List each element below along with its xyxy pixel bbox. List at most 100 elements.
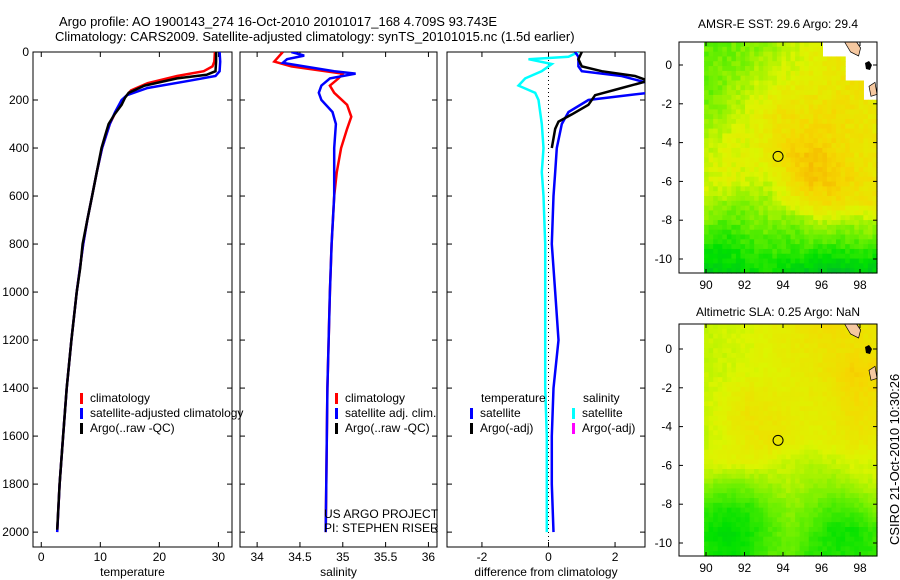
heatmap-cell: [722, 205, 728, 212]
heatmap-cell: [817, 493, 823, 499]
heatmap-cell: [822, 94, 828, 101]
heatmap-cell: [776, 162, 783, 168]
heatmap-cell: [826, 386, 833, 393]
heatmap-cell: [858, 430, 864, 436]
heatmap-cell: [813, 502, 819, 509]
heatmap-cell: [772, 357, 778, 364]
heatmap-cell: [713, 357, 719, 364]
heatmap-cell: [863, 239, 869, 245]
heatmap-cell: [713, 220, 719, 226]
heatmap-cell: [831, 348, 837, 354]
heatmap-cell: [717, 324, 723, 330]
heatmap-cell: [767, 133, 773, 139]
heatmap-cell: [754, 512, 760, 518]
heatmap-cell: [808, 138, 814, 144]
heatmap-cell: [831, 239, 837, 245]
heatmap-cell: [863, 493, 869, 499]
heatmap-cell: [745, 263, 751, 269]
heatmap-cell: [817, 473, 823, 480]
heatmap-cell: [799, 162, 805, 168]
heatmap-cell: [840, 248, 846, 255]
heatmap-cell: [758, 70, 764, 77]
heatmap-cell: [722, 42, 728, 48]
heatmap-cell: [767, 229, 773, 236]
heatmap-cell: [722, 382, 728, 388]
heatmap-cell: [763, 128, 769, 135]
heatmap-cell: [795, 234, 801, 240]
heatmap-cell: [795, 138, 801, 144]
heatmap-cell: [745, 66, 751, 72]
heatmap-cell: [831, 191, 837, 197]
heatmap-cell: [845, 372, 851, 378]
heatmap-cell: [840, 114, 846, 120]
heatmap-cell: [726, 46, 732, 53]
heatmap-cell: [758, 522, 764, 528]
heatmap-cell: [767, 440, 773, 446]
heatmap-cell: [745, 181, 751, 187]
heatmap-cell: [717, 483, 723, 489]
heatmap-cell: [849, 239, 855, 245]
heatmap-cell: [858, 454, 864, 460]
heatmap-cell: [813, 473, 819, 480]
y-tick-label: -4: [661, 420, 672, 434]
heatmap-cell: [763, 517, 769, 523]
heatmap-cell: [713, 464, 719, 470]
heatmap-cell: [763, 42, 769, 48]
heatmap-cell: [785, 527, 792, 533]
heatmap-cell: [708, 411, 714, 417]
heatmap-cell: [754, 268, 760, 274]
heatmap-cell: [740, 66, 746, 72]
heatmap-cell: [772, 425, 778, 431]
heatmap-cell: [754, 234, 760, 240]
heatmap-cell: [758, 430, 764, 436]
heatmap-cell: [863, 229, 869, 236]
heatmap-cell: [754, 483, 760, 489]
heatmap-cell: [854, 401, 860, 407]
heatmap-cell: [863, 133, 869, 139]
heatmap-cell: [872, 357, 878, 364]
heatmap-cell: [758, 114, 764, 120]
heatmap-cell: [808, 348, 814, 354]
heatmap-cell: [767, 338, 773, 344]
heatmap-cell: [776, 215, 783, 221]
heatmap-cell: [740, 181, 746, 187]
heatmap-cell: [799, 210, 805, 216]
heatmap-cell: [758, 333, 764, 340]
heatmap-cell: [863, 483, 869, 489]
heatmap-cell: [785, 536, 792, 543]
heatmap-cell: [822, 138, 828, 144]
heatmap-cell: [826, 258, 833, 264]
heatmap-cell: [717, 224, 723, 231]
heatmap-cell: [863, 119, 869, 125]
heatmap-cell: [785, 459, 792, 465]
heatmap-cell: [754, 167, 760, 173]
heatmap-cell: [772, 162, 778, 168]
heatmap-cell: [808, 109, 814, 115]
heatmap-cell: [872, 205, 878, 212]
heatmap-cell: [722, 220, 728, 226]
heatmap-cell: [781, 502, 787, 509]
heatmap-cell: [831, 171, 837, 178]
heatmap-cell: [758, 444, 764, 451]
heatmap-cell: [717, 353, 723, 359]
heatmap-cell: [726, 435, 732, 441]
heatmap-cell: [758, 512, 764, 518]
heatmap-cell: [754, 171, 760, 178]
heatmap-cell: [863, 406, 869, 412]
heatmap-cell: [813, 42, 819, 48]
heatmap-cell: [863, 362, 869, 369]
heatmap-cell: [849, 435, 855, 441]
heatmap-cell: [822, 377, 828, 383]
heatmap-cell: [826, 541, 833, 547]
heatmap-cell: [808, 253, 814, 260]
heatmap-cell: [745, 46, 751, 53]
heatmap-cell: [749, 435, 755, 441]
heatmap-cell: [754, 205, 760, 212]
heatmap-cell: [836, 338, 842, 344]
heatmap-cell: [731, 66, 737, 72]
heatmap-cell: [872, 415, 878, 422]
heatmap-cell: [726, 531, 732, 538]
heatmap-cell: [804, 119, 810, 125]
heatmap-cell: [772, 353, 778, 359]
heatmap-cell: [735, 143, 742, 149]
